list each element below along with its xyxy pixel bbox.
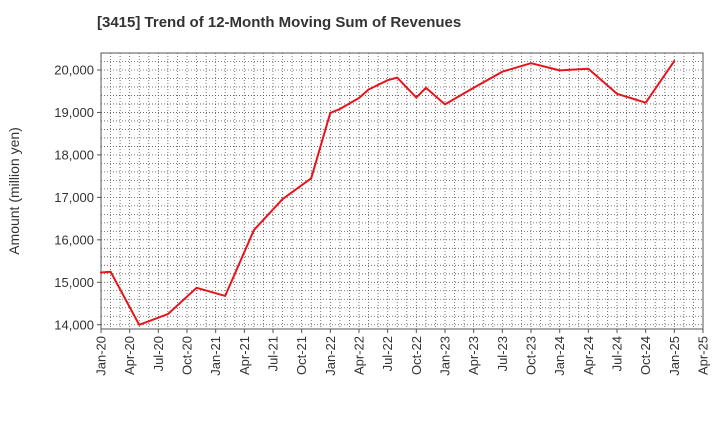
x-tick-label: Apr-23 (466, 336, 481, 375)
x-tick-label: Jan-22 (323, 336, 338, 376)
y-axis-title: Amount (million yen) (6, 127, 22, 255)
series-layer (100, 60, 676, 326)
x-tick-label: Jul-21 (266, 336, 281, 371)
x-tick-label: Jan-20 (94, 336, 109, 376)
x-tick-label: Apr-22 (352, 336, 367, 375)
x-tick-label: Jan-23 (438, 336, 453, 376)
y-tick-label: 20,000 (54, 62, 94, 77)
x-tick-label: Apr-25 (696, 336, 711, 375)
x-tick-label: Oct-22 (409, 336, 424, 375)
plot-area (100, 52, 704, 330)
grid (101, 53, 703, 329)
x-tick-label: Jul-23 (495, 336, 510, 371)
y-tick-label: 15,000 (54, 275, 94, 290)
y-axis-ticks: 14,000 15,000 16,000 17,000 18,000 19,000 20,0… (54, 62, 101, 332)
y-tick-label: 16,000 (54, 232, 94, 247)
x-tick-label: Jul-20 (151, 336, 166, 371)
x-tick-label: Oct-21 (294, 336, 309, 375)
chart-title: [3415] Trend of 12-Month Moving Sum of R… (97, 14, 462, 31)
x-tick-label: Jan-21 (208, 336, 223, 376)
x-tick-label: Apr-20 (122, 336, 137, 375)
x-tick-label: Apr-21 (237, 336, 252, 375)
x-tick-label: Jul-24 (610, 336, 625, 371)
x-tick-label: Oct-24 (638, 336, 653, 375)
x-axis-ticks: Jan-20 Apr-20 Jul-20 Oct-20 Jan-21 Apr-21 Jul-… (94, 329, 711, 376)
y-tick-label: 17,000 (54, 190, 94, 205)
x-tick-label: Oct-20 (180, 336, 195, 375)
x-tick-label: Apr-24 (581, 336, 596, 375)
x-tick-label: Jan-24 (552, 336, 567, 376)
y-tick-label: 19,000 (54, 105, 94, 120)
y-tick-label: 14,000 (54, 317, 94, 332)
x-tick-label: Jan-25 (667, 336, 682, 376)
x-tick-label: Jul-22 (380, 336, 395, 371)
series-line (100, 60, 676, 326)
x-tick-label: Oct-23 (524, 336, 539, 375)
y-tick-label: 18,000 (54, 147, 94, 162)
